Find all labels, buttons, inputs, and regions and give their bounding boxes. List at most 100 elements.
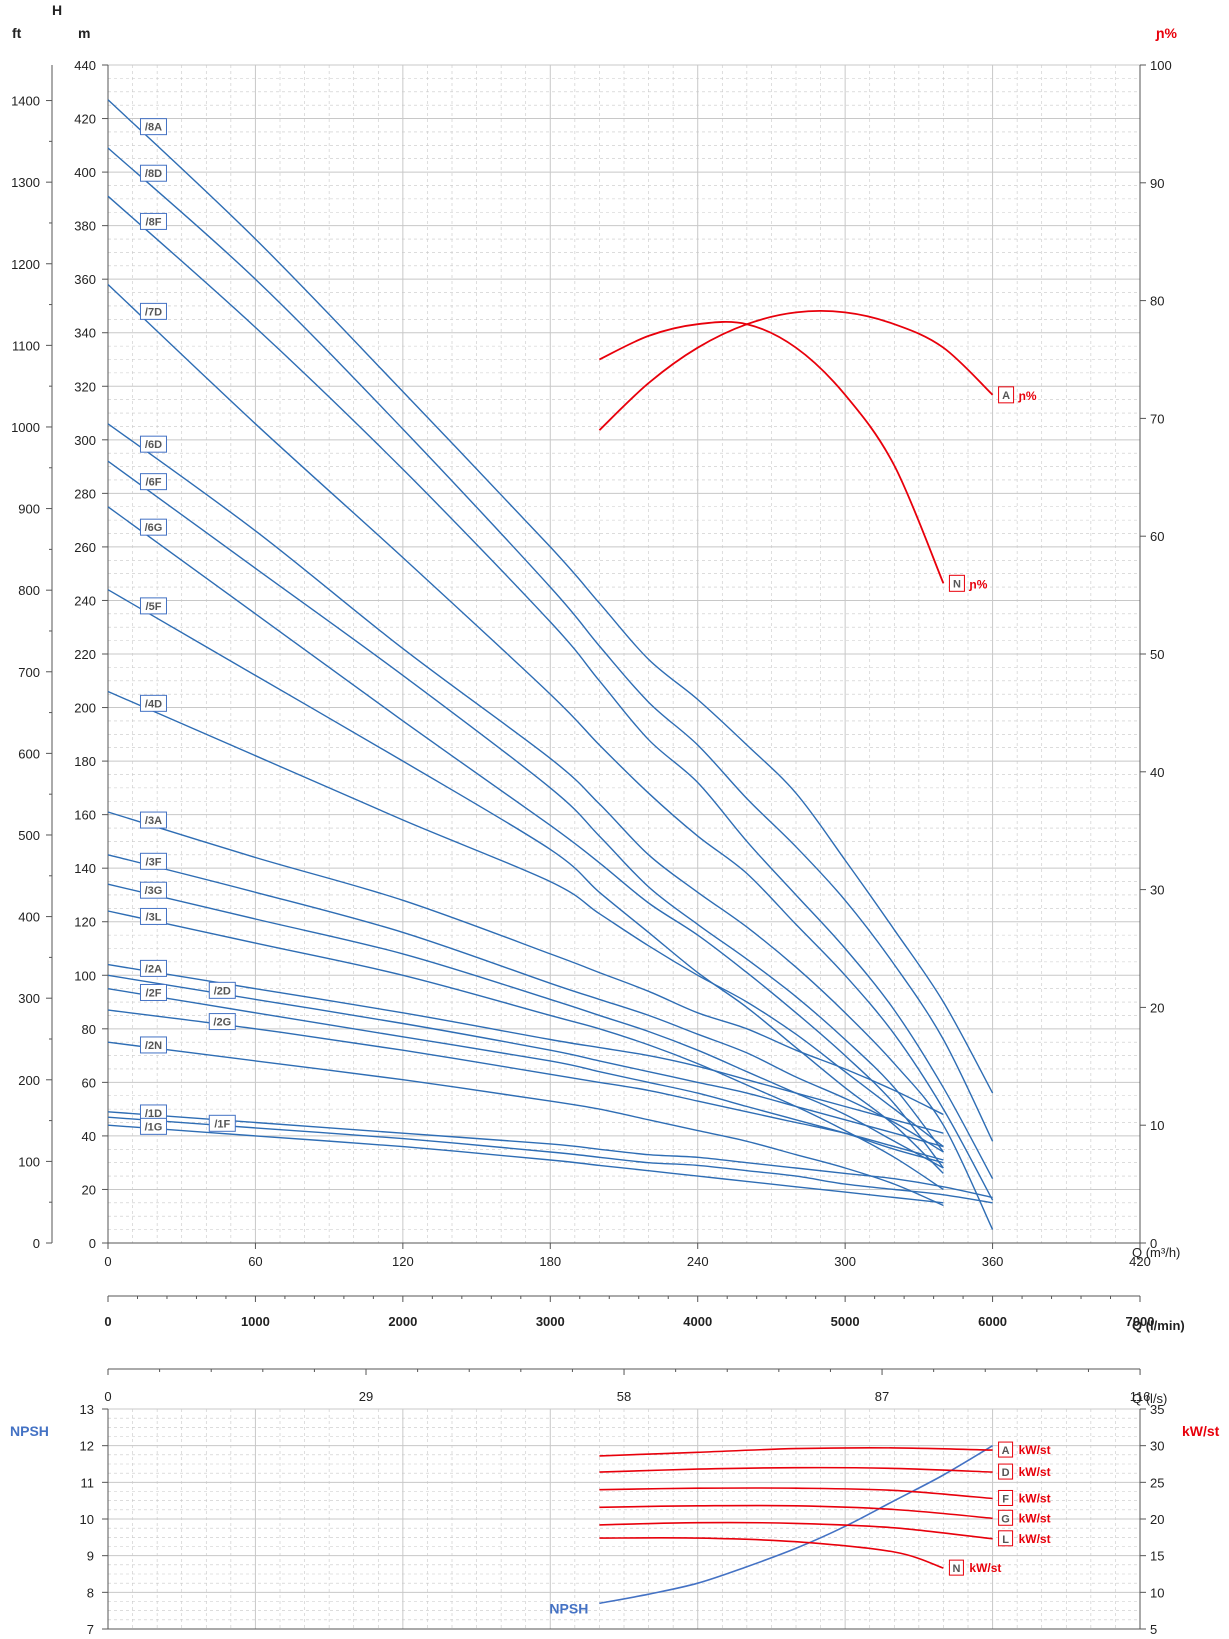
x-tick-label-ls: 87 [875, 1389, 889, 1404]
y-tick-label-m: 200 [74, 701, 96, 716]
npsh-tick-label: 8 [87, 1585, 94, 1600]
power-tick-label: 35 [1150, 1402, 1164, 1417]
y-tick-label-m: 80 [82, 1022, 96, 1037]
y-tick-label-right: 90 [1150, 176, 1164, 191]
head-curve-label-box [139, 1117, 167, 1135]
head-curve-label: /1F [214, 1118, 230, 1130]
head-curve-label-box [139, 983, 167, 1001]
head-curve [107, 147, 994, 1142]
x-tick-label-m3h: 420 [1129, 1254, 1151, 1269]
power-tick-label: 5 [1150, 1622, 1157, 1637]
y-tick-label-ft: 0 [33, 1236, 40, 1251]
power-label-box [998, 1441, 1014, 1458]
y-tick-label-right: 10 [1150, 1118, 1164, 1133]
power-curve [599, 1466, 993, 1473]
npsh-curve [599, 1445, 994, 1605]
head-curve [107, 963, 944, 1134]
y-tick-label-ft: 1000 [11, 420, 40, 435]
head-curve-label: /8A [145, 122, 162, 134]
efficiency-curve [599, 321, 945, 584]
y-tick-label-m: 40 [82, 1129, 96, 1144]
y-tick-label-ft: 800 [18, 583, 40, 598]
y-tick-label-right: 50 [1150, 647, 1164, 662]
power-curve-name: F [1002, 1493, 1009, 1505]
x-tick-label-m3h: 60 [248, 1254, 262, 1269]
head-curve [107, 1124, 944, 1204]
x-tick-label-ls: 29 [359, 1389, 373, 1404]
power-label-box [998, 1509, 1014, 1526]
power-curve-name: G [1001, 1513, 1010, 1525]
head-curve [107, 1041, 944, 1207]
y-tick-label-m: 280 [74, 486, 96, 501]
head-curve-label: /8F [146, 216, 162, 228]
head-curve-label: /1D [145, 1108, 162, 1120]
efficiency-curve-label: ɲ% [968, 577, 987, 591]
y-tick-label-right: 0 [1150, 1236, 1157, 1251]
y-tick-label-m: 120 [74, 915, 96, 930]
power-tick-label: 20 [1150, 1512, 1164, 1527]
x-tick-label-lmin: 1000 [241, 1314, 270, 1329]
head-curve-label-box [139, 959, 167, 977]
head-curve-label: /6D [145, 439, 162, 451]
head-curve-label-box [208, 1013, 236, 1031]
head-curve [107, 195, 994, 1180]
x-tick-label-lmin: 6000 [978, 1314, 1007, 1329]
npsh-tick-label: 12 [80, 1439, 94, 1454]
head-curve-label: /5F [146, 601, 162, 613]
power-curve-name: L [1002, 1534, 1009, 1546]
y-tick-label-m: 260 [74, 540, 96, 555]
y-tick-label-m: 180 [74, 754, 96, 769]
y-tick-label-ft: 700 [18, 665, 40, 680]
power-curve [599, 1504, 993, 1520]
y-tick-label-right: 80 [1150, 294, 1164, 309]
head-curve [107, 811, 944, 1116]
y-axis-group-title: H [52, 2, 62, 18]
head-curve-label-box [139, 164, 167, 182]
head-curve [107, 1116, 993, 1204]
y-tick-label-m: 160 [74, 808, 96, 823]
efficiency-curve-name: A [1002, 390, 1010, 402]
efficiency-label-box [998, 386, 1015, 404]
efficiency-curve [598, 310, 994, 431]
y-tick-label-m: 320 [74, 379, 96, 394]
y-tick-label-ft: 1100 [12, 338, 40, 353]
axes: 0204060801001201401601802002202402602803… [11, 58, 1172, 1637]
y-tick-label-ft: 600 [18, 746, 40, 761]
power-curve-label: kW/st [969, 1561, 1001, 1575]
head-curve [107, 99, 994, 1094]
y-tick-label-ft: 500 [18, 828, 40, 843]
power-curve [599, 1537, 944, 1569]
y-axis-efficiency-title: ɲ% [1155, 25, 1178, 41]
y-tick-label-m: 240 [74, 593, 96, 608]
power-curve-name: N [952, 1563, 960, 1575]
head-curve-label-box [139, 694, 167, 712]
x-tick-label-m3h: 240 [687, 1254, 709, 1269]
head-curve-label-box [208, 981, 236, 999]
y-tick-label-m: 440 [74, 58, 96, 73]
y-tick-label-m: 20 [82, 1182, 96, 1197]
npsh-tick-label: 10 [80, 1512, 94, 1527]
npsh-curve-label: NPSH [549, 1600, 588, 1616]
head-curve-label: /1G [145, 1121, 163, 1133]
y-tick-label-right: 40 [1150, 765, 1164, 780]
power-label-box [998, 1463, 1014, 1480]
main-plot-grid [107, 64, 1141, 1244]
y-tick-label-ft: 300 [18, 991, 40, 1006]
power-curve-name: D [1002, 1467, 1010, 1479]
curves [107, 99, 994, 1605]
y-tick-label-ft: 400 [18, 910, 40, 925]
y-tick-label-m: 400 [74, 165, 96, 180]
power-curve [599, 1487, 993, 1500]
y-tick-label-m: 340 [74, 326, 96, 341]
npsh-tick-label: 13 [80, 1402, 94, 1417]
x-tick-label-m3h: 120 [392, 1254, 414, 1269]
power-label-box [948, 1559, 964, 1576]
head-curve-label: /7D [145, 306, 162, 318]
x-tick-label-lmin: 3000 [536, 1314, 565, 1329]
head-curve [107, 423, 994, 1230]
head-curve [107, 910, 944, 1191]
y-tick-label-m: 420 [74, 112, 96, 127]
y-tick-label-right: 30 [1150, 883, 1164, 898]
power-curve-label: kW/st [1019, 1465, 1051, 1479]
x-tick-label-lmin: 4000 [683, 1314, 712, 1329]
